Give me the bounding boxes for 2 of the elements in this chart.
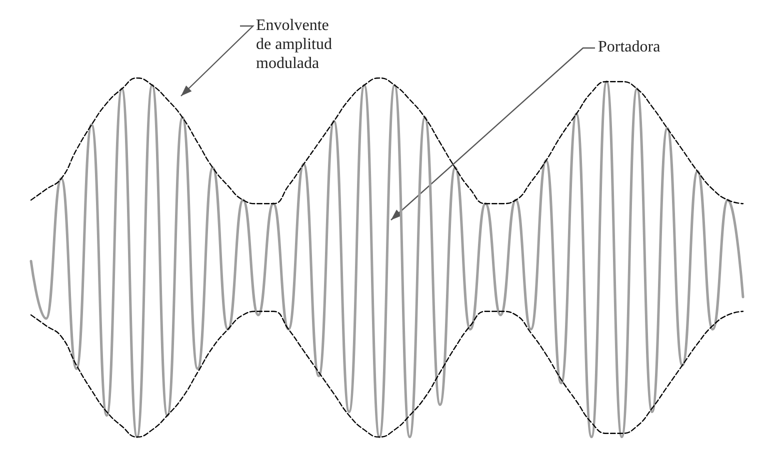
text: Portadora	[598, 38, 660, 56]
text: Envolvente de amplitud modulada	[256, 17, 336, 72]
